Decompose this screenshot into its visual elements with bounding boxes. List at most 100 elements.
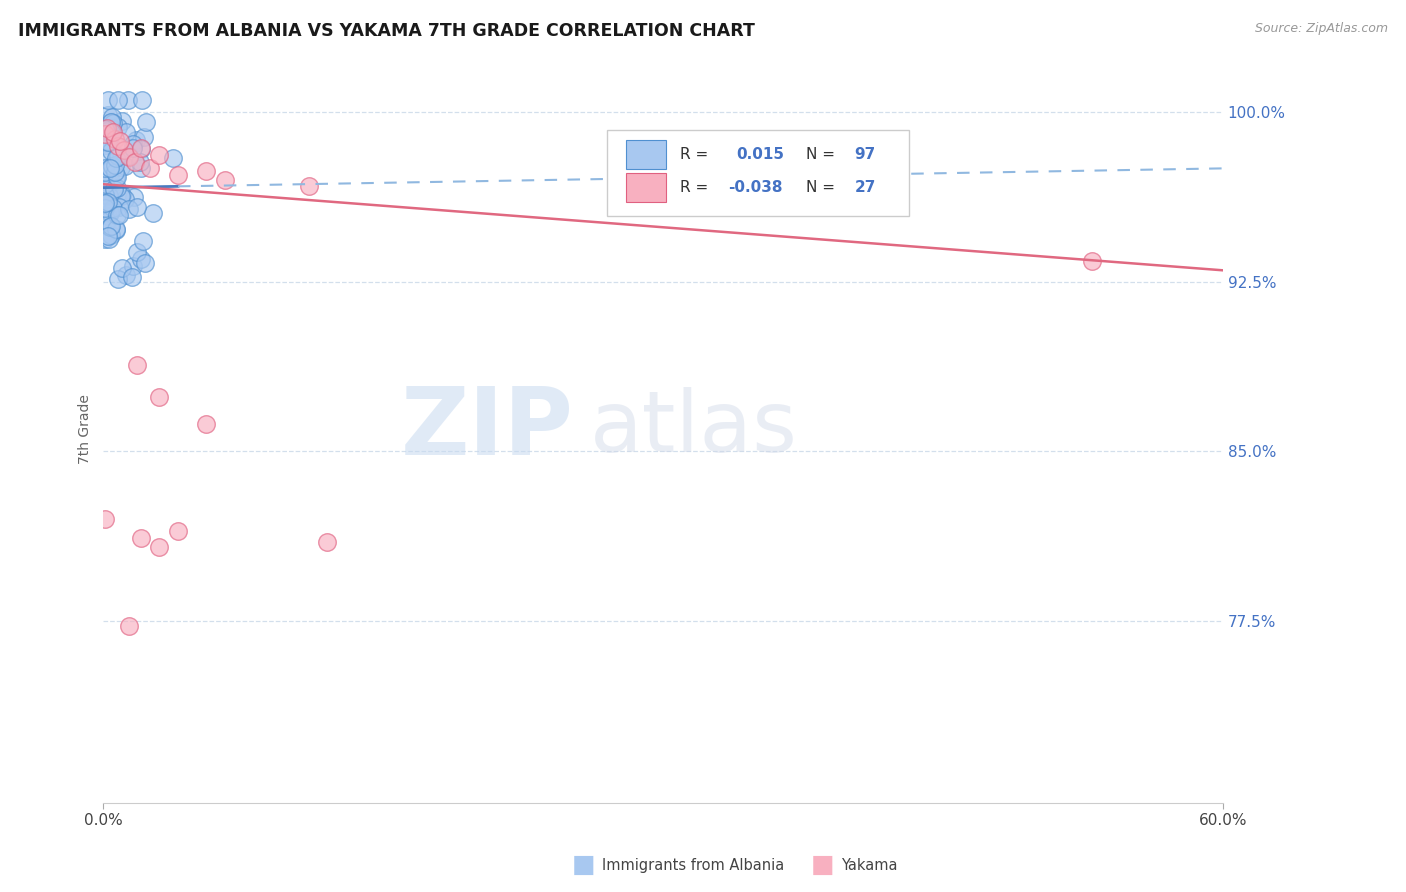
Point — [148, 148, 170, 162]
Point — [94, 153, 117, 167]
Point — [1081, 254, 1104, 268]
Point — [167, 524, 190, 538]
Point — [111, 113, 134, 128]
Point — [122, 141, 145, 155]
Point — [101, 201, 124, 215]
Point — [148, 390, 170, 404]
Point — [316, 535, 339, 549]
Point — [94, 122, 117, 136]
Text: N =: N = — [806, 180, 835, 195]
Point — [129, 531, 152, 545]
Point — [105, 151, 128, 165]
Point — [98, 206, 121, 220]
Text: ZIP: ZIP — [401, 383, 574, 475]
Text: -0.038: -0.038 — [728, 180, 783, 195]
Point — [114, 192, 136, 206]
Point — [97, 108, 120, 122]
Point — [94, 186, 117, 201]
Text: ■: ■ — [811, 854, 834, 877]
Point — [129, 161, 152, 175]
Point — [94, 231, 117, 245]
Point — [214, 172, 236, 186]
Point — [98, 232, 121, 246]
Point — [101, 181, 124, 195]
Point — [101, 159, 124, 173]
Point — [121, 136, 143, 151]
Point — [97, 134, 120, 148]
Text: ■: ■ — [572, 854, 595, 877]
Point — [97, 161, 120, 175]
Point — [94, 187, 117, 202]
Point — [104, 222, 127, 236]
Point — [110, 189, 132, 203]
Text: 0.015: 0.015 — [735, 147, 783, 162]
Point — [100, 205, 122, 219]
Point — [94, 219, 117, 234]
Point — [105, 170, 128, 185]
Point — [118, 150, 141, 164]
Point — [100, 219, 122, 234]
Point — [94, 161, 117, 175]
Point — [110, 160, 132, 174]
Point — [122, 190, 145, 204]
Point — [94, 128, 117, 142]
Text: 27: 27 — [855, 180, 876, 195]
Point — [114, 159, 136, 173]
Point — [96, 214, 118, 228]
Point — [131, 94, 153, 108]
Point — [107, 149, 129, 163]
Point — [131, 235, 153, 249]
Point — [101, 116, 124, 130]
Point — [100, 115, 122, 129]
Text: Yakama: Yakama — [841, 858, 897, 872]
Point — [105, 169, 128, 184]
Point — [103, 181, 125, 195]
Point — [115, 125, 138, 139]
Point — [135, 115, 157, 129]
Point — [142, 206, 165, 220]
Point — [195, 417, 218, 432]
Text: N =: N = — [806, 147, 835, 162]
Point — [139, 161, 162, 176]
Text: IMMIGRANTS FROM ALBANIA VS YAKAMA 7TH GRADE CORRELATION CHART: IMMIGRANTS FROM ALBANIA VS YAKAMA 7TH GR… — [18, 22, 755, 40]
Point — [105, 181, 128, 195]
Point — [100, 110, 122, 124]
Point — [118, 149, 141, 163]
Point — [97, 189, 120, 203]
Y-axis label: 7th Grade: 7th Grade — [79, 394, 93, 464]
Point — [94, 177, 117, 191]
Point — [107, 94, 129, 108]
Point — [94, 165, 117, 179]
Point — [97, 194, 120, 209]
FancyBboxPatch shape — [607, 130, 910, 216]
Point — [134, 256, 156, 270]
Point — [107, 120, 129, 135]
Point — [103, 132, 125, 146]
Point — [114, 268, 136, 282]
Point — [167, 168, 190, 182]
Point — [101, 127, 124, 141]
Point — [101, 125, 124, 139]
Point — [129, 154, 152, 169]
Point — [129, 142, 152, 156]
Point — [111, 260, 134, 275]
Point — [107, 272, 129, 286]
Point — [98, 136, 121, 151]
Point — [94, 122, 117, 136]
Point — [124, 154, 146, 169]
Point — [97, 229, 120, 244]
Point — [107, 138, 129, 153]
Point — [94, 137, 117, 152]
Point — [94, 196, 117, 211]
Text: R =: R = — [681, 180, 709, 195]
Point — [100, 115, 122, 129]
Text: Source: ZipAtlas.com: Source: ZipAtlas.com — [1254, 22, 1388, 36]
Point — [108, 134, 131, 148]
Point — [111, 187, 134, 202]
Point — [97, 183, 120, 197]
Point — [125, 359, 148, 373]
Point — [107, 208, 129, 222]
Text: atlas: atlas — [591, 387, 799, 470]
Point — [94, 164, 117, 178]
Point — [94, 202, 117, 216]
